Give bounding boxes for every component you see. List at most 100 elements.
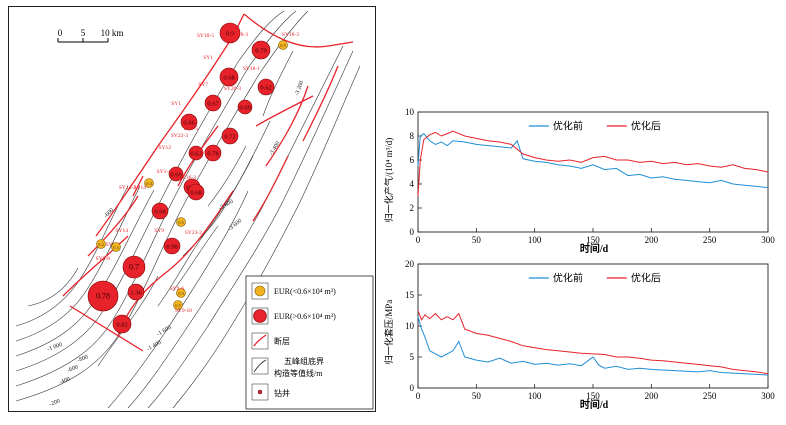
large-eur-well-value: 0.78 [207, 151, 218, 158]
x-tick-label: 50 [472, 391, 482, 401]
small-eur-wells: 0.5SY18-30.4SY14-20.5SY23-20.2SY140.3SY2… [96, 32, 300, 314]
large-eur-well-value: 0.66 [170, 172, 182, 179]
large-eur-well: 0.68 SY1 [203, 55, 239, 87]
large-eur-well-name: SY20-3 [224, 86, 241, 92]
y-tick-label: 4 [410, 179, 415, 189]
large-eur-well: 0.82 [112, 314, 132, 334]
x-tick-label: 250 [703, 391, 717, 401]
large-eur-well-marker [122, 255, 146, 279]
y-tick-label: 8 [410, 131, 415, 141]
small-eur-well-name: SY9-10 [175, 308, 192, 314]
large-eur-well-name: SY1 [171, 101, 181, 107]
scale-tick-5: 5 [81, 28, 86, 38]
large-eur-well-value: 0.79 [255, 48, 266, 55]
large-eur-well: 0.68 SY36-3 [179, 175, 205, 201]
y-tick-label: 0 [410, 227, 415, 237]
large-eur-well-value: 0.98 [166, 244, 177, 251]
large-eur-well-value: 0.63 [190, 151, 201, 158]
legend-large-eur: EUR(>0.6×10⁴ m³) [274, 312, 336, 321]
small-eur-well-value: 0.5 [280, 43, 286, 48]
gas-production-chart: 归一化产气/(10⁴ m³/d) 时间/d 0 50 100 150 200 250 300… [383, 108, 775, 255]
contour-legend-icon [253, 359, 267, 373]
y-tick-label: 6 [410, 155, 415, 165]
large-eur-well-value: 0.72 [224, 134, 235, 141]
plot-frame [417, 111, 769, 233]
xlabel-time-bottom: 时间/d [580, 398, 609, 411]
small-eur-well-marker [144, 178, 154, 188]
small-eur-well-name: SY2-8 [96, 256, 111, 262]
fault-legend-icon [253, 334, 267, 347]
large-eur-well: 0.68 SY14 [133, 185, 169, 220]
large-eur-well-marker [219, 22, 241, 44]
small-eur-well-marker [176, 288, 186, 298]
large-eur-well-value: 0.9 [226, 31, 234, 38]
scale-tick-0: 0 [58, 28, 63, 38]
contour-label: -3 200 [294, 80, 305, 97]
legend-well: 钻井 [274, 388, 290, 398]
small-eur-well-value: 0.5 [175, 303, 181, 308]
series-line-after [417, 130, 769, 197]
x-tick-label: 50 [472, 235, 482, 245]
chart-legend: 优化前 优化后 [528, 120, 661, 133]
map-legend: EUR(<0.6×10⁴ m³) EUR(>0.6×10⁴ m³) 断层 五峰组… [245, 275, 374, 410]
large-eur-well-value: 0.67 [207, 101, 219, 108]
x-tick-label: 0 [416, 235, 421, 245]
small-eur-well-value: 0.4 [146, 181, 152, 186]
casing-pressure-chart: 归一化套压/MPa 时间/d 0 50 100 150 200 250 300 0 5 10 15 2… [383, 260, 775, 411]
large-eur-legend-icon [253, 309, 267, 323]
large-eur-well: 0.9 SY18-5 [197, 22, 241, 44]
x-tick-label: 0 [416, 391, 421, 401]
large-eur-well-name: SY36-3 [179, 175, 196, 181]
chart-legend: 优化前 优化后 [528, 272, 661, 285]
large-eur-well-marker [188, 145, 204, 161]
y-tick-label: 0 [410, 383, 415, 393]
small-eur-well-value: 0.2 [98, 242, 104, 247]
large-eur-well-value: 0.68 [154, 209, 165, 216]
large-eur-well-marker [163, 237, 181, 255]
y-tick-label: 10 [405, 108, 415, 117]
large-eur-well: 0.66 SY1 [171, 101, 198, 131]
large-eur-well: 0.63 SY22-3 [171, 133, 204, 161]
large-eur-well-value: 0.66 [183, 120, 195, 127]
x-tick-label: 250 [703, 235, 717, 245]
series-line-before [417, 316, 769, 376]
small-eur-well-marker [96, 239, 106, 249]
large-eur-well: 0.62 SY18-1 [243, 66, 275, 96]
large-eur-well-value: 0.7 [129, 263, 139, 272]
large-eur-well-marker [221, 127, 239, 145]
large-eur-well: 0.69 SY20-3 [224, 86, 253, 115]
large-eur-well-name: SY1-5 [184, 126, 199, 132]
large-eur-well-name: SY1 [198, 150, 208, 156]
large-eur-well-name: SY22-3 [171, 133, 188, 139]
small-eur-well: 0.2 SY14 [96, 228, 128, 249]
large-eur-well-value: 0.82 [116, 322, 127, 329]
large-eur-well: 0.66 SY12 [158, 145, 184, 182]
small-eur-well-name: SY23-2 [185, 230, 202, 236]
large-eur-well-marker [151, 202, 169, 220]
small-eur-well-value: 0.5 [178, 220, 184, 225]
small-eur-well-value: 0.3 [113, 245, 119, 250]
series-line-before [417, 132, 769, 189]
x-tick-label: 200 [645, 235, 659, 245]
small-eur-well-name: SY14-2 [119, 185, 136, 191]
legend-contour-line1: 五峰组底界 [284, 356, 324, 366]
large-eur-well-marker [127, 283, 145, 301]
large-eur-well-value: 0.62 [260, 85, 271, 92]
large-eur-well-marker [219, 67, 239, 87]
large-eur-well-value: 0.68 [223, 75, 234, 82]
contour-label: -800 [77, 354, 89, 363]
y-tick-label: 20 [405, 260, 415, 269]
small-eur-well-marker [278, 40, 288, 50]
large-eur-well-name: SY1 [203, 55, 213, 61]
scale-bar: 0 5 10 km [57, 28, 123, 43]
large-eur-well-name: SY1-4 [157, 169, 172, 175]
small-eur-well-marker [173, 300, 183, 310]
small-eur-well-marker [111, 242, 121, 252]
small-eur-well-name: SY9-6 [170, 286, 185, 292]
large-eur-well-value: 0.68 [190, 190, 201, 197]
legend-fault: 断层 [274, 336, 290, 346]
well-location-map: 0 5 10 km -3 [8, 6, 376, 412]
large-eur-well-name: SY9 [154, 228, 164, 234]
